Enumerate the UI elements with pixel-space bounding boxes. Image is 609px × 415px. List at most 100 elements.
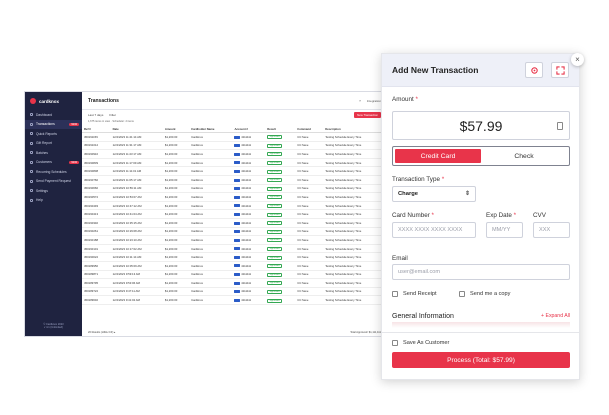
ref-value: 450190022	[84, 255, 98, 260]
expand-button[interactable]	[551, 62, 569, 78]
send-receipt-checkbox[interactable]	[392, 291, 398, 297]
save-customer-checkbox[interactable]	[392, 340, 398, 346]
cell-desc: Testing Schedule Every Time	[323, 166, 387, 176]
sidebar-item-send-payment-request[interactable]: Send Payment Request	[25, 177, 82, 187]
new-badge: NEW	[69, 160, 79, 164]
column-header[interactable]: Account #	[232, 126, 266, 133]
exp-date-field[interactable]: MM/YY	[486, 222, 523, 238]
name-value: Cardknox	[191, 289, 204, 294]
sidebar-item-dashboard[interactable]: Dashboard	[25, 110, 82, 120]
cell-date: 12/4/2023 11:11:01 AM	[110, 166, 163, 176]
table-row[interactable]: 450189795 12/4/2023 9:53:06 AM $1,200.00 Ca…	[82, 278, 387, 288]
cell-name: Cardknox	[189, 287, 233, 297]
table-row[interactable]: 450190188 12/4/2023 10:23:10 AM $1,200.00 C…	[82, 235, 387, 245]
top-bar: Transactions ? Integration	[82, 92, 387, 110]
send-receipt-option[interactable]: Send Receipt	[392, 291, 437, 297]
column-header[interactable]: Result	[265, 126, 296, 133]
sidebar-item-transactions[interactable]: Transactions NEW	[25, 119, 82, 129]
date-range-button[interactable]: Last 7 days	[88, 113, 104, 117]
process-button[interactable]: Process (Total: $57.99)	[392, 352, 570, 368]
cell-amount: $1,200.00	[162, 218, 190, 228]
table-row[interactable]: 450191159 12/4/2023 11:41:14 AM $1,200.00 C…	[82, 132, 387, 142]
table-row[interactable]: 450190660 12/4/2023 10:59:11 AM $1,200.00 C…	[82, 184, 387, 194]
card-brand-icon	[234, 281, 241, 285]
cell-ref: 450189722	[82, 287, 111, 297]
filter-button[interactable]: Filter	[109, 113, 117, 117]
sidebar-item-label: Recurring Schedules	[36, 169, 67, 174]
desc-value: Testing Schedule Every Time	[325, 134, 362, 139]
sidebar-item-gift-report[interactable]: Gift Report	[25, 139, 82, 149]
cell-name: Cardknox	[189, 141, 233, 151]
name-value: Cardknox	[191, 177, 204, 182]
sidebar-item-label: Transactions	[36, 122, 55, 127]
table-row[interactable]: 450190572 12/4/2023 10:53:07 AM $1,200.00 C…	[82, 192, 387, 202]
result-value: Approved	[267, 135, 283, 140]
save-customer-option[interactable]: Save As Customer	[392, 340, 449, 346]
expand-all-link[interactable]: + Expand All	[541, 313, 570, 319]
table-row[interactable]: 450190022 12/4/2023 10:11:14 AM $1,200.00 C…	[82, 252, 387, 262]
column-header[interactable]: Amount	[162, 126, 190, 133]
sidebar-item-customers[interactable]: Customers NEW	[25, 158, 82, 168]
table-row[interactable]: 450190493 12/4/2023 10:47:12 AM $1,200.00 C…	[82, 201, 387, 211]
email-field[interactable]: user@email.com	[392, 264, 570, 280]
cell-date: 12/4/2023 10:35:15 AM	[110, 218, 163, 228]
table-row[interactable]: 450189871 12/4/2023 9:59:13 AM $1,200.00 Ca…	[82, 270, 387, 280]
table-row[interactable]: 450190101 12/4/2023 10:17:02 AM $1,200.00 C…	[82, 244, 387, 254]
sidebar-item-recurring-schedules[interactable]: Recurring Schedules	[25, 167, 82, 177]
cell-cmd: CC:Save	[295, 132, 324, 142]
amount-value: $1,200.00	[164, 272, 178, 277]
table-row[interactable]: 450190261 12/4/2023 10:29:08 AM $1,200.00 C…	[82, 227, 387, 237]
table-row[interactable]: 450190340 12/4/2023 10:35:15 AM $1,200.00 C…	[82, 218, 387, 228]
chevron-down-icon: ⇕	[464, 191, 470, 197]
send-copy-option[interactable]: Send me a copy	[459, 291, 510, 297]
cmd-value: CC:Save	[297, 280, 309, 285]
table-row[interactable]: 450189722 12/4/2023 9:47:11 AM $1,200.00 Ca…	[82, 287, 387, 297]
table-row[interactable]: 450190413 12/4/2023 10:41:04 AM $1,200.00 C…	[82, 209, 387, 219]
result-value: Approved	[267, 204, 283, 209]
card-brand-icon	[234, 221, 241, 225]
sidebar-item-quick-reports[interactable]: Quick Reports	[25, 129, 82, 139]
pagination-info[interactable]: 20 Results (HIGH CF) ▸	[88, 331, 116, 334]
total-approved: Total Approved: $1,111,111	[350, 331, 381, 334]
cmd-value: CC:Save	[297, 255, 309, 260]
column-header[interactable]: Cardholder Name	[189, 126, 233, 133]
column-header[interactable]: Description	[323, 126, 387, 133]
tab-credit-card[interactable]: Credit Card	[395, 149, 481, 163]
table-row[interactable]: 450190808 12/4/2023 11:11:01 AM $1,200.00 C…	[82, 166, 387, 176]
column-header[interactable]: Ref #	[82, 126, 111, 133]
sidebar-nav: Dashboard Transactions NEW Quick Reports Gif…	[25, 110, 82, 205]
settings-button[interactable]	[525, 62, 543, 78]
cell-amount: $1,200.00	[162, 270, 190, 280]
calculator-icon[interactable]	[557, 122, 563, 130]
transaction-type-select[interactable]: Charge ⇕	[392, 186, 476, 202]
card-number-field[interactable]: XXXX XXXX XXXX XXXX	[392, 222, 476, 238]
send-copy-checkbox[interactable]	[459, 291, 465, 297]
help-icon[interactable]: ?	[359, 98, 361, 103]
tab-check[interactable]: Check	[514, 152, 534, 160]
desc-value: Testing Schedule Every Time	[325, 280, 362, 285]
desc-value: Testing Schedule Every Time	[325, 169, 362, 174]
table-row[interactable]: 450190910 12/4/2023 11:23:17 AM $1,200.00 C…	[82, 149, 387, 159]
table-row[interactable]: 450191012 12/4/2023 11:31:17 AM $1,200.00 C…	[82, 141, 387, 151]
name-value: Cardknox	[191, 280, 204, 285]
cell-acct: 4111111	[232, 252, 266, 262]
sidebar-item-help[interactable]: Help	[25, 196, 82, 206]
amount-input[interactable]: $57.99	[392, 111, 570, 140]
table-row[interactable]: 450190839 12/4/2023 11:17:09 AM $1,200.00 C…	[82, 158, 387, 168]
column-header[interactable]: Command	[295, 126, 324, 133]
payment-method-toggle: Credit Card Check	[392, 146, 570, 166]
table-row[interactable]: 450189640 12/4/2023 9:41:02 AM $1,200.00 Ca…	[82, 295, 387, 305]
cell-result: Approved	[265, 252, 296, 262]
table-row[interactable]: 450190760 12/4/2023 11:05:17 AM $1,200.00 C…	[82, 175, 387, 185]
sidebar-item-label: Send Payment Request	[36, 179, 71, 184]
table-row[interactable]: 450189950 12/4/2023 10:05:09 AM $1,200.00 C…	[82, 261, 387, 271]
cvv-field[interactable]: XXX	[533, 222, 570, 238]
new-transaction-button[interactable]: New Transaction	[354, 112, 381, 118]
modal-title: Add New Transaction	[392, 65, 479, 75]
close-icon[interactable]: ×	[571, 53, 584, 66]
column-header[interactable]: Date	[110, 126, 163, 133]
sidebar-item-settings[interactable]: Settings	[25, 186, 82, 196]
cmd-value: CC:Save	[297, 272, 309, 277]
integration-link[interactable]: Integration	[366, 98, 381, 103]
sidebar-item-batches[interactable]: Batches	[25, 148, 82, 158]
